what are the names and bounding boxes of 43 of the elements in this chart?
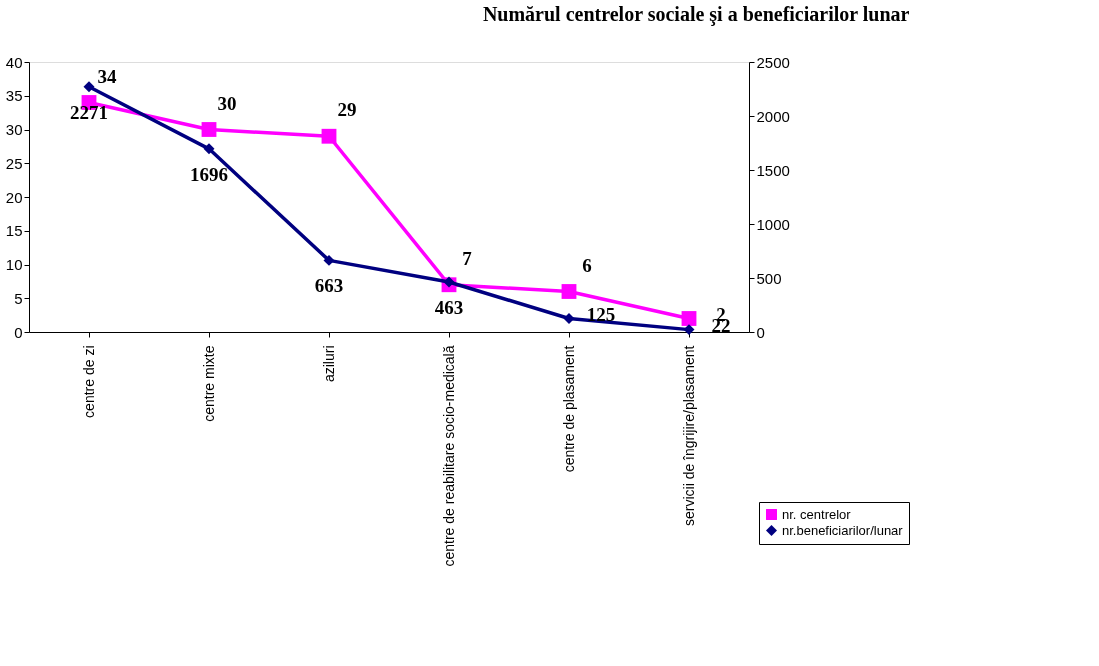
y-tick-label: 40	[5, 53, 23, 71]
data-label: 7	[462, 247, 473, 269]
x-tick-label: servicii de îngrijire/plasament	[680, 345, 697, 527]
y-tick-label: 35	[5, 87, 23, 105]
y2-tick-label: 500	[756, 269, 782, 287]
data-label: 34	[97, 65, 117, 87]
point	[683, 324, 695, 336]
y-tick-label: 0	[14, 323, 23, 341]
legend-label: nr.beneficiarilor/lunar	[782, 522, 904, 538]
point	[323, 254, 335, 266]
y-tick-label: 30	[5, 121, 23, 138]
data-label: 6	[582, 254, 592, 276]
x-tick-label: centre de zi	[80, 345, 97, 418]
y-tick-label: 10	[5, 256, 23, 273]
point	[83, 81, 95, 93]
y-tick-label: 20	[5, 188, 23, 206]
x-tick-label: centre mixte	[200, 345, 217, 422]
point	[201, 122, 217, 137]
y-tick-label: 5	[14, 289, 23, 307]
x-tick-label: centre de reabilitare socio-medicală	[440, 345, 457, 567]
data-label: 29	[337, 99, 357, 121]
x-tick-label: aziluri	[320, 345, 337, 383]
point	[443, 276, 455, 288]
point	[681, 311, 697, 326]
point	[321, 128, 337, 144]
data-label: 2271	[70, 101, 108, 123]
data-label: 125	[586, 303, 616, 325]
point	[203, 143, 215, 155]
y2-tick-label: 1500	[756, 161, 790, 179]
y2-tick-label: 2000	[756, 107, 790, 125]
data-label: 463	[434, 297, 464, 318]
y-tick-label: 15	[5, 222, 23, 240]
y2-tick-label: 2500	[756, 53, 790, 71]
legend-label: nr. centrelor	[782, 506, 852, 522]
data-label: 30	[217, 92, 237, 114]
chart-title: Numărul centrelor sociale şi a beneficiarilor lunar	[482, 3, 910, 26]
y2-tick-label: 1000	[756, 215, 790, 233]
data-label: 1696	[190, 163, 228, 185]
point	[561, 284, 577, 299]
data-label: 663	[314, 275, 344, 297]
y2-tick-label: 0	[756, 323, 765, 341]
y-tick-label: 25	[5, 154, 23, 172]
x-tick-label: centre de plasament	[560, 345, 577, 473]
